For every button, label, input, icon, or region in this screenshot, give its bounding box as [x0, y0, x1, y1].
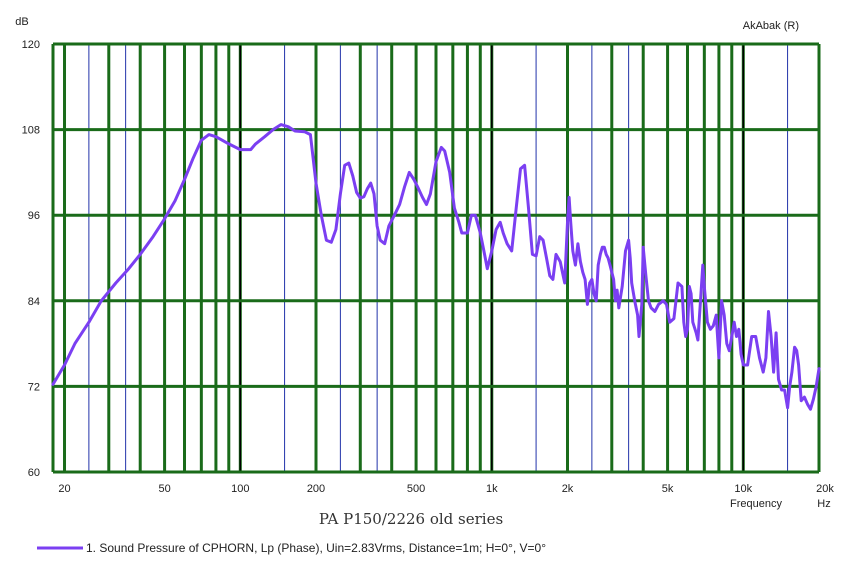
x-tick-label: 20	[58, 483, 70, 495]
x-tick-label: 20k	[816, 483, 834, 495]
software-label: AkAbak (R)	[743, 20, 799, 32]
y-tick-labels: 60 72 84 96 108 120	[22, 39, 40, 479]
y-tick-label: 60	[28, 467, 40, 479]
x-tick-labels: 20 50 100 200 500 1k 2k 5k 10k 20k	[58, 483, 834, 495]
y-tick-label: 108	[22, 125, 40, 137]
y-tick-label: 120	[22, 39, 40, 51]
x-tick-label: 200	[307, 483, 325, 495]
series-line-sound-pressure	[51, 123, 821, 411]
x-axis-unit: Hz	[817, 498, 830, 510]
chart-title: PA P150/2226 old series	[319, 510, 503, 528]
grid-lines	[51, 42, 821, 474]
x-tick-label: 2k	[562, 483, 574, 495]
y-axis-label: dB	[15, 16, 28, 28]
x-tick-label: 1k	[486, 483, 498, 495]
x-tick-label: 5k	[662, 483, 674, 495]
x-tick-label: 50	[158, 483, 170, 495]
x-axis-label: Frequency	[730, 498, 782, 510]
y-tick-label: 96	[28, 210, 40, 222]
x-tick-label: 500	[407, 483, 425, 495]
y-tick-label: 84	[28, 296, 40, 308]
x-tick-label: 100	[231, 483, 249, 495]
y-tick-label: 72	[28, 381, 40, 393]
x-tick-label: 10k	[734, 483, 752, 495]
legend-entry: 1. Sound Pressure of CPHORN, Lp (Phase),…	[86, 541, 546, 555]
